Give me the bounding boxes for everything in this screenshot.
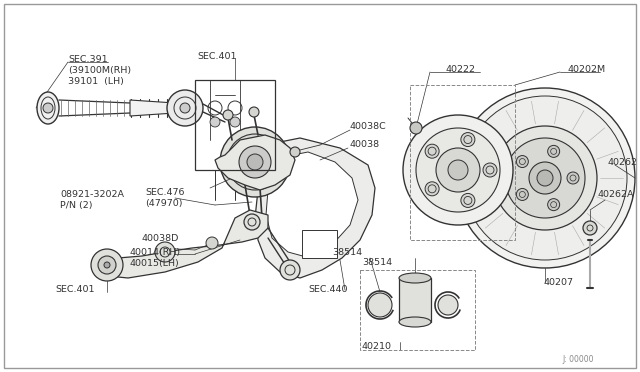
Circle shape bbox=[448, 160, 468, 180]
Circle shape bbox=[461, 193, 475, 208]
Circle shape bbox=[548, 145, 559, 157]
Circle shape bbox=[548, 199, 559, 211]
Circle shape bbox=[91, 249, 123, 281]
Circle shape bbox=[280, 260, 300, 280]
Polygon shape bbox=[103, 210, 268, 278]
Circle shape bbox=[529, 162, 561, 194]
Circle shape bbox=[98, 256, 116, 274]
Circle shape bbox=[227, 134, 283, 190]
Circle shape bbox=[104, 262, 110, 268]
Bar bbox=[410, 85, 515, 240]
Circle shape bbox=[249, 107, 259, 117]
Circle shape bbox=[247, 154, 263, 170]
Polygon shape bbox=[255, 138, 375, 278]
Circle shape bbox=[290, 147, 300, 157]
Circle shape bbox=[463, 96, 627, 260]
Polygon shape bbox=[215, 135, 295, 190]
Circle shape bbox=[223, 110, 233, 120]
Ellipse shape bbox=[37, 92, 59, 124]
Circle shape bbox=[455, 88, 635, 268]
Circle shape bbox=[180, 103, 190, 113]
Circle shape bbox=[425, 144, 439, 158]
Text: 38514: 38514 bbox=[362, 258, 392, 267]
Circle shape bbox=[505, 138, 585, 218]
Text: 40038: 40038 bbox=[350, 140, 380, 149]
Circle shape bbox=[583, 221, 597, 235]
Bar bbox=[302, 230, 337, 258]
Text: SEC.401: SEC.401 bbox=[197, 52, 237, 61]
Bar bbox=[195, 80, 275, 170]
Text: J: 00000: J: 00000 bbox=[562, 355, 593, 364]
Text: SEC.476
(47970): SEC.476 (47970) bbox=[145, 188, 184, 208]
Circle shape bbox=[239, 146, 271, 178]
Text: 40038D: 40038D bbox=[142, 234, 179, 243]
Circle shape bbox=[155, 242, 175, 262]
Text: 38514: 38514 bbox=[332, 248, 362, 257]
Circle shape bbox=[567, 172, 579, 184]
Ellipse shape bbox=[399, 273, 431, 283]
Circle shape bbox=[167, 90, 203, 126]
Text: 40222: 40222 bbox=[445, 65, 475, 74]
Circle shape bbox=[438, 295, 458, 315]
Text: 40262A: 40262A bbox=[598, 190, 634, 199]
Circle shape bbox=[206, 237, 218, 249]
Circle shape bbox=[537, 170, 553, 186]
Circle shape bbox=[493, 126, 597, 230]
Circle shape bbox=[230, 117, 240, 127]
Text: SEC.440: SEC.440 bbox=[308, 285, 348, 294]
Circle shape bbox=[220, 127, 290, 197]
Circle shape bbox=[516, 189, 529, 201]
Circle shape bbox=[461, 132, 475, 147]
Text: 40014(RH)
40015(LH): 40014(RH) 40015(LH) bbox=[130, 248, 181, 268]
Circle shape bbox=[425, 182, 439, 196]
Circle shape bbox=[410, 122, 422, 134]
Text: 40207: 40207 bbox=[543, 278, 573, 287]
Circle shape bbox=[516, 155, 529, 167]
Bar bbox=[360, 270, 475, 350]
Text: 40202M: 40202M bbox=[568, 65, 606, 74]
Circle shape bbox=[244, 214, 260, 230]
Circle shape bbox=[403, 115, 513, 225]
Circle shape bbox=[43, 103, 53, 113]
Polygon shape bbox=[399, 278, 431, 322]
Circle shape bbox=[436, 148, 480, 192]
Polygon shape bbox=[130, 100, 180, 116]
Text: 08921-3202A
P/N (2): 08921-3202A P/N (2) bbox=[60, 190, 124, 210]
Circle shape bbox=[210, 117, 220, 127]
Circle shape bbox=[483, 163, 497, 177]
Polygon shape bbox=[266, 152, 358, 258]
Circle shape bbox=[368, 293, 392, 317]
Circle shape bbox=[416, 128, 500, 212]
Text: 40210: 40210 bbox=[362, 342, 392, 351]
Text: SEC.391
(39100M(RH)
39101  (LH): SEC.391 (39100M(RH) 39101 (LH) bbox=[68, 55, 131, 86]
Text: 40038C: 40038C bbox=[350, 122, 387, 131]
Text: SEC.401: SEC.401 bbox=[55, 285, 95, 294]
Ellipse shape bbox=[399, 317, 431, 327]
Text: 40262: 40262 bbox=[608, 158, 638, 167]
